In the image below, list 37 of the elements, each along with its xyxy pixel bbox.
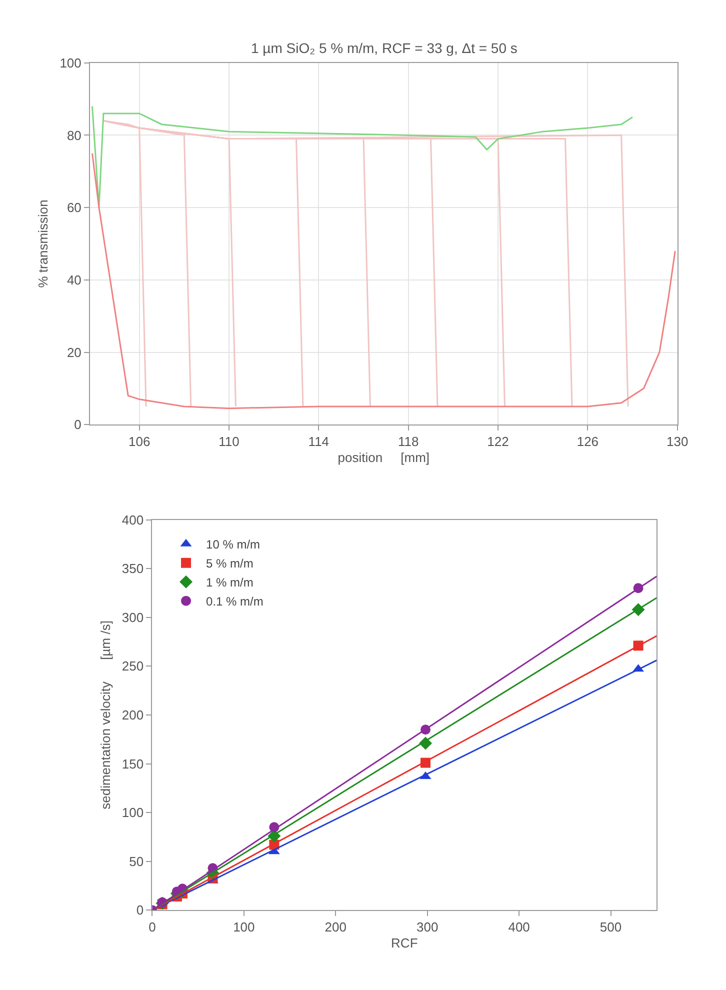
- legend-label: 1 % m/m: [206, 576, 254, 590]
- y-tick-label: 0: [74, 417, 82, 432]
- y-tick-label: 400: [122, 512, 144, 528]
- x-tick-label: 0: [148, 920, 156, 935]
- x-tick-label: 106: [128, 434, 150, 450]
- legend-label: 0.1 % m/m: [206, 594, 264, 608]
- x-tick-label: 114: [308, 434, 330, 450]
- y-axis-title: sedimentation velocity [µm /s]: [98, 620, 113, 810]
- x-tick-label: 300: [416, 920, 438, 935]
- x-tick-label: 110: [218, 434, 240, 450]
- y-tick-label: 300: [122, 610, 144, 625]
- y-axis-title: % transmission: [36, 200, 51, 288]
- legend-label: 10 % m/m: [206, 538, 260, 552]
- legend-label: 5 % m/m: [206, 556, 254, 570]
- x-axis-title: RCF: [391, 935, 418, 950]
- y-tick-label: 150: [122, 756, 144, 772]
- y-tick-label: 200: [122, 708, 144, 723]
- y-tick-label: 350: [122, 561, 144, 576]
- x-tick-label: 130: [666, 434, 688, 450]
- y-tick-label: 100: [60, 55, 82, 70]
- y-tick-label: 0: [136, 902, 144, 918]
- y-tick-label: 20: [66, 344, 82, 360]
- y-tick-label: 80: [66, 128, 82, 143]
- y-tick-label: 60: [66, 200, 82, 216]
- x-tick-label: 500: [600, 920, 622, 935]
- y-tick-label: 50: [129, 854, 144, 869]
- x-tick-label: 200: [324, 920, 346, 935]
- x-tick-label: 100: [233, 920, 255, 935]
- x-tick-label: 400: [508, 920, 530, 935]
- x-axis-title: position [mm]: [338, 450, 430, 465]
- x-tick-label: 126: [576, 434, 599, 450]
- y-tick-label: 250: [122, 658, 144, 674]
- y-tick-label: 100: [122, 805, 144, 820]
- y-tick-label: 40: [66, 272, 82, 288]
- x-tick-label: 122: [487, 434, 509, 450]
- x-tick-label: 118: [398, 434, 419, 450]
- chart-title: 1 µm SiO₂ 5 % m/m, RCF = 33 g, Δt = 50 s: [251, 40, 518, 56]
